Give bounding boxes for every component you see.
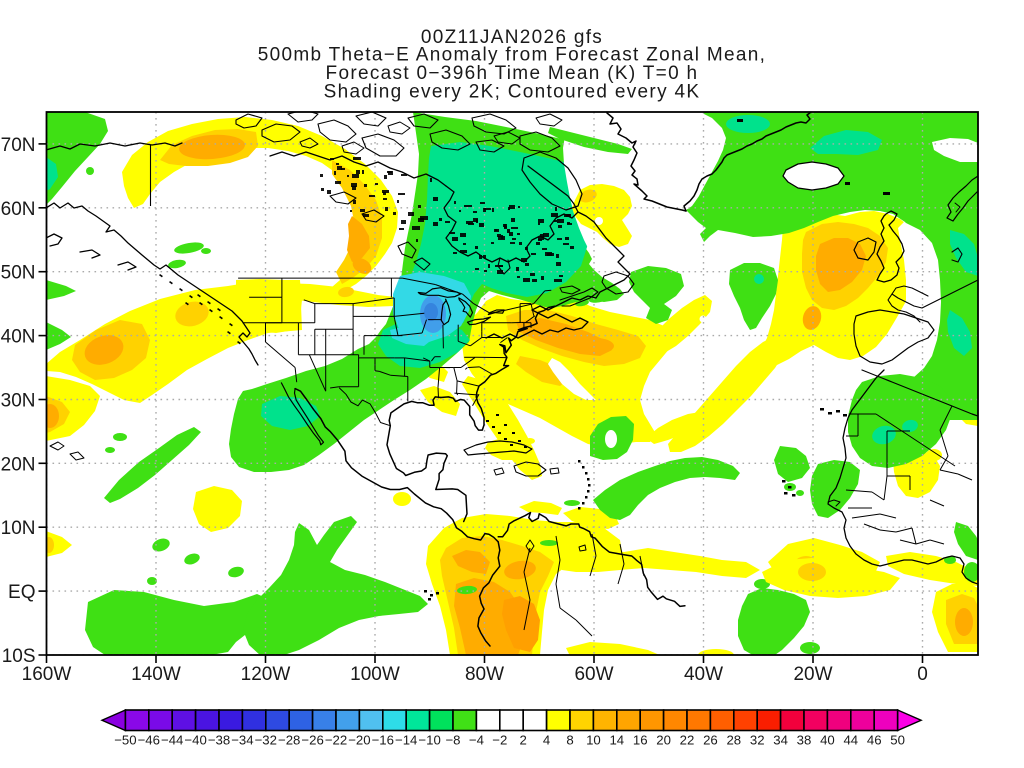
- svg-text:26: 26: [703, 733, 718, 748]
- svg-text:60W: 60W: [574, 664, 613, 685]
- svg-text:500mb Theta−E Anomaly from For: 500mb Theta−E Anomaly from Forecast Zona…: [258, 45, 766, 66]
- svg-text:38: 38: [797, 733, 812, 748]
- svg-text:−46: −46: [138, 733, 160, 748]
- svg-text:28: 28: [726, 733, 741, 748]
- svg-text:Shading every 2K; Contoured ev: Shading every 2K; Contoured every 4K: [324, 82, 701, 103]
- svg-text:−34: −34: [231, 733, 253, 748]
- svg-text:−20: −20: [348, 733, 370, 748]
- svg-text:−28: −28: [278, 733, 300, 748]
- svg-text:20N: 20N: [1, 454, 36, 475]
- svg-text:16: 16: [633, 733, 648, 748]
- svg-text:10: 10: [586, 733, 601, 748]
- svg-text:−50: −50: [114, 733, 136, 748]
- svg-text:30N: 30N: [1, 391, 36, 412]
- svg-text:14: 14: [609, 733, 624, 748]
- svg-text:−22: −22: [325, 733, 347, 748]
- svg-text:46: 46: [867, 733, 882, 748]
- svg-text:50N: 50N: [1, 263, 36, 284]
- svg-text:10N: 10N: [1, 518, 36, 539]
- svg-text:20W: 20W: [793, 664, 832, 685]
- svg-text:44: 44: [843, 733, 858, 748]
- svg-text:70N: 70N: [1, 135, 36, 156]
- svg-text:2: 2: [520, 733, 527, 748]
- svg-text:0: 0: [917, 664, 928, 685]
- svg-text:80W: 80W: [465, 664, 504, 685]
- svg-text:Forecast 0−396h Time Mean (K): Forecast 0−396h Time Mean (K) T=0 h: [326, 63, 699, 84]
- svg-text:−14: −14: [395, 733, 417, 748]
- svg-text:−26: −26: [301, 733, 323, 748]
- svg-text:60N: 60N: [1, 199, 36, 220]
- svg-text:160W: 160W: [22, 664, 72, 685]
- svg-text:100W: 100W: [350, 664, 400, 685]
- svg-text:−2: −2: [492, 733, 507, 748]
- svg-text:−4: −4: [469, 733, 484, 748]
- svg-text:−38: −38: [208, 733, 230, 748]
- svg-text:−44: −44: [161, 733, 183, 748]
- svg-text:−8: −8: [445, 733, 460, 748]
- svg-text:40N: 40N: [1, 327, 36, 348]
- svg-text:−32: −32: [255, 733, 277, 748]
- svg-text:32: 32: [750, 733, 765, 748]
- svg-text:22: 22: [680, 733, 695, 748]
- svg-text:40: 40: [820, 733, 835, 748]
- svg-text:EQ: EQ: [8, 582, 35, 603]
- svg-text:50: 50: [890, 733, 905, 748]
- svg-text:120W: 120W: [241, 664, 291, 685]
- svg-text:20: 20: [656, 733, 671, 748]
- svg-text:10S: 10S: [2, 646, 36, 667]
- svg-text:−10: −10: [418, 733, 440, 748]
- svg-text:34: 34: [773, 733, 788, 748]
- svg-text:8: 8: [566, 733, 573, 748]
- svg-text:140W: 140W: [131, 664, 181, 685]
- svg-text:00Z11JAN2026 gfs: 00Z11JAN2026 gfs: [421, 27, 603, 48]
- svg-text:−16: −16: [372, 733, 394, 748]
- svg-text:−40: −40: [184, 733, 206, 748]
- svg-text:4: 4: [543, 733, 550, 748]
- svg-text:40W: 40W: [684, 664, 723, 685]
